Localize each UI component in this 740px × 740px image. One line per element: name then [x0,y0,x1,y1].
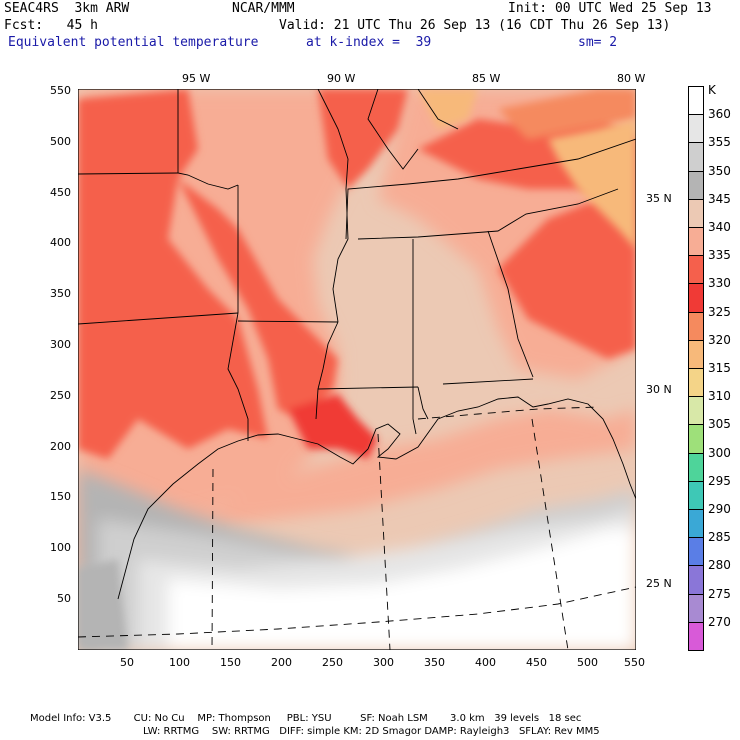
legend-swatch [688,368,704,398]
legend-level-label: 290 [708,502,731,516]
smoothing-label: sm= 2 [578,35,618,50]
legend-level-label: 295 [708,473,731,488]
legend-swatch [688,480,704,510]
y-tick: 550 [50,84,71,97]
y-tick: 250 [50,389,71,402]
legend-level-label: 335 [708,248,731,263]
forecast-hour: Fcst: 45 h [4,18,98,33]
y-tick: 500 [50,135,71,148]
lat-label: 30 N [646,383,672,396]
y-tick: 150 [50,490,71,503]
legend-swatch [688,142,704,172]
x-tick: 150 [220,656,241,669]
x-tick: 400 [475,656,496,669]
y-tick: 200 [50,440,71,453]
y-tick: 350 [50,287,71,300]
legend-swatch [688,227,704,257]
band-gulf [78,469,636,650]
legend-swatch [688,198,704,228]
legend-level-label: 280 [708,558,731,573]
level-label: at k-index = 39 [306,35,432,50]
y-tick: 450 [50,186,71,199]
legend-level-label: 325 [708,304,731,319]
legend-swatch [688,621,704,651]
field-name: Equivalent potential temperature [8,35,259,50]
lon-label: 95 W [182,72,211,85]
valid-time: Valid: 21 UTC Thu 26 Sep 13 (16 CDT Thu … [279,18,671,33]
x-tick: 500 [577,656,598,669]
legend-swatch [688,509,704,539]
state-borders [77,88,637,441]
legend-swatch [688,170,704,200]
legend-swatch [688,593,704,623]
x-tick: 200 [271,656,292,669]
legend-swatch [688,537,704,567]
x-tick: 250 [322,656,343,669]
lat-label: 35 N [646,192,672,205]
lat-label: 25 N [646,577,672,590]
legend-level-label: 320 [708,332,731,347]
legend-level-label: 275 [708,586,731,601]
lon-label: 80 W [617,72,646,85]
band-320 [418,89,636,249]
band-sw-corner [78,559,128,650]
legend-level-label: 310 [708,389,731,404]
legend-swatch [688,339,704,369]
x-tick: 550 [624,656,645,669]
model-title: SEAC4RS 3km ARW [4,1,130,16]
y-tick: 50 [57,592,71,605]
y-tick: 300 [50,338,71,351]
legend-level-label: 350 [708,163,731,178]
x-tick: 50 [120,656,134,669]
lon-label: 85 W [472,72,501,85]
legend-swatch [688,452,704,482]
model-info-line1: Model Info: V3.5 CU: No Cu MP: Thompson … [30,713,582,724]
x-tick: 300 [373,656,394,669]
legend-level-label: 270 [708,614,731,629]
legend-swatch [688,311,704,341]
legend-swatch [688,424,704,454]
legend-swatch [688,86,704,116]
legend-unit: K [708,83,716,97]
grid-lines [77,406,637,651]
legend-level-label: 330 [708,276,731,291]
legend-level-label: 360 [708,107,731,122]
legend-level-label: 345 [708,191,731,206]
legend-level-label: 340 [708,220,731,234]
legend-level-label: 300 [708,445,731,460]
y-tick: 100 [50,541,71,554]
x-tick: 350 [424,656,445,669]
legend-swatch [688,114,704,144]
coastline [117,396,637,600]
organization: NCAR/MMM [232,1,295,16]
lon-label: 90 W [327,72,356,85]
legend-level-label: 305 [708,417,731,432]
x-tick: 450 [526,656,547,669]
y-tick: 400 [50,236,71,249]
legend-swatch [688,396,704,426]
x-tick: 100 [169,656,190,669]
legend-level-label: 315 [708,361,731,375]
model-info-line2: LW: RRTMG SW: RRTMG DIFF: simple KM: 2D … [143,726,600,737]
theta-e-map [77,88,637,651]
legend-swatch [688,565,704,595]
legend-level-label: 285 [708,530,731,545]
legend-level-label: 355 [708,135,731,150]
legend-swatch [688,255,704,285]
init-time: Init: 00 UTC Wed 25 Sep 13 [508,1,712,16]
map-panel [77,88,637,651]
legend-swatch [688,283,704,313]
